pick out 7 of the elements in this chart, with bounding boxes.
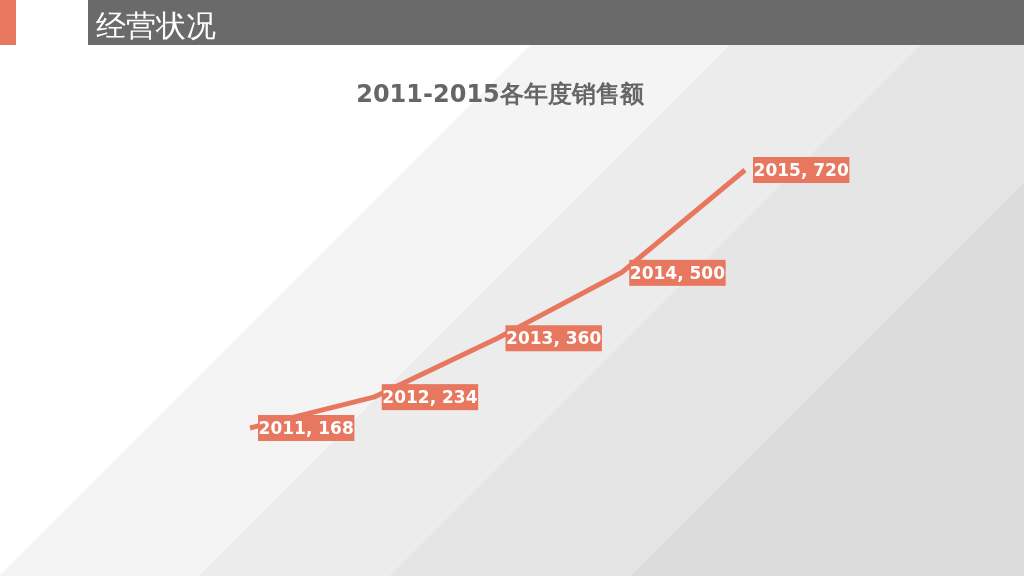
data-label: 2013, 360	[506, 328, 602, 349]
data-label: 2015, 720	[753, 160, 849, 180]
chart-title: 2011-2015各年度销售额	[356, 80, 645, 108]
data-label: 2011, 168	[258, 418, 354, 438]
data-label: 2014, 500	[629, 262, 726, 283]
text: 经营状况	[96, 8, 216, 43]
data-label: 2012, 234	[382, 387, 478, 408]
